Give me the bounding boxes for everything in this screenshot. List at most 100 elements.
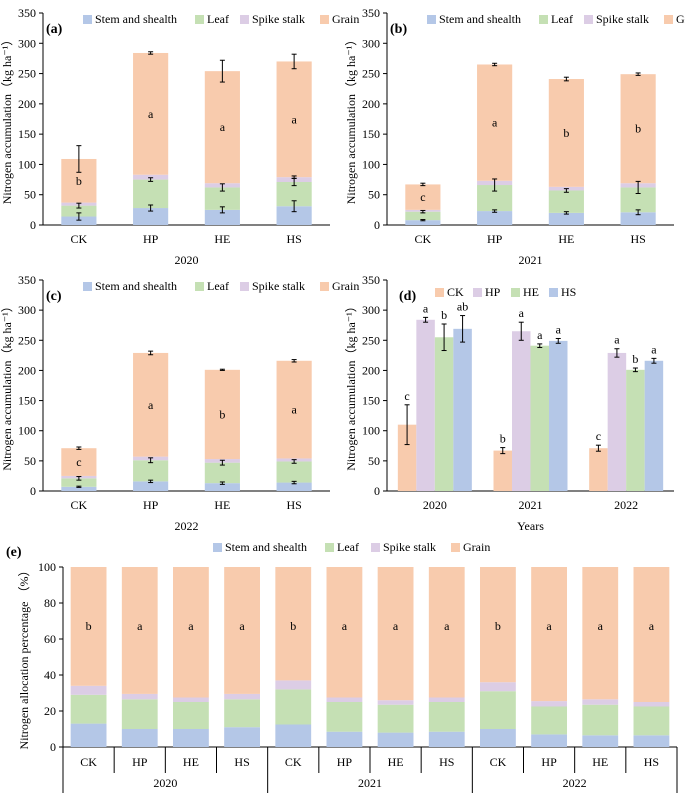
panel-e-legend-label: Stem and shealth [225,540,307,554]
panel-c-y-tick-label: 250 [18,333,36,347]
panel-e-bar-grain-7 [428,567,465,698]
panel-d-bar-HP-2022 [607,352,627,491]
panel-e-bar-spike-1 [121,693,158,700]
panel-e-x-tick-label: HE [183,755,199,769]
panel-b-bar-leaf-HE [548,190,584,213]
panel-e-x-tick-label: CK [80,755,97,769]
panel-a-bar-stem-CK [61,216,97,225]
panel-c-legend-label: Grain [332,279,359,293]
panel-e-y-tick-label: 100 [38,560,56,574]
panel-e-y-label: Nitrogen allocation percentage （%） [17,565,31,750]
panel-b-x-tick-label: HE [558,232,574,246]
panel-c-x-label: 2022 [175,519,199,533]
panel-e-y-tick-label: 80 [44,596,56,610]
panel-c-legend-label: Spike stalk [252,279,305,293]
panel-c-x-tick-label: HP [143,498,159,512]
panel-a-y-tick-label: 0 [30,218,36,232]
panel-e-bar-spike-5 [326,697,363,702]
panel-b-bar-stem-HS [620,212,656,225]
panel-c-bar-grain-HP [133,352,169,457]
panel-e-bar-stem-7 [428,731,465,747]
panel-e-x-tick-label: HE [388,755,404,769]
panel-b-legend-swatch [539,15,548,24]
panel-a-y-tick-label: 300 [18,36,36,50]
panel-e-bar-leaf-3 [224,699,260,728]
panel-e-panel-label: (e) [6,545,22,560]
panel-e-bar-stem-5 [326,731,363,747]
panel-a-chart: 0 50 100 150 200 250 300 350 b CK a HP a HE a HS 2020 Nit… [0,6,359,267]
panel-b-bar-stem-HE [548,212,584,225]
panel-d-bar-HE-2022 [626,369,645,491]
panel-e-y-tick-label: 60 [44,632,56,646]
panel-e-significance-letter: a [188,619,194,633]
panel-e-bar-spike-4 [275,680,312,690]
panel-b-y-tick-label: 300 [362,36,380,50]
panel-b-bar-stem-HP [477,211,513,225]
panel-a-legend-swatch [240,15,249,24]
panel-a-legend-swatch [83,15,92,24]
panel-d-bar-CK-2022 [589,448,608,491]
panel-a-y-tick-label: 200 [18,97,36,111]
panel-d-significance-letter: ab [457,300,468,314]
panel-e-x-tick-label: HS [234,755,249,769]
panel-b-bar-grain-HS [620,74,656,184]
panel-d-y-tick-label: 250 [362,333,380,347]
panel-a-legend-label: Leaf [207,12,229,26]
panel-b-legend-label: Stem and shealth [439,12,521,26]
panel-d-x-tick-label: 2021 [519,498,543,512]
panel-e-significance-letter: b [495,619,501,633]
panel-c-bar-stem-HE [204,483,240,491]
panel-b-y-label: Nitrogen accumulation（kg ha⁻¹） [344,34,358,205]
panel-e-significance-letter: b [290,619,296,633]
panel-c-y-tick-label: 0 [30,484,36,498]
panel-e-x-tick-label: HE [592,755,608,769]
panel-a-bar-leaf-HE [204,187,240,210]
panel-e-bar-leaf-2 [173,702,209,729]
panel-b-x-tick-label: CK [415,232,432,246]
panel-d-legend-label: HE [523,285,539,299]
panel-c-bar-leaf-HE [204,462,240,484]
panel-e-significance-letter: a [649,619,655,633]
panel-b-panel-label: (b) [390,22,407,37]
panel-e-bar-stem-6 [377,732,414,747]
panel-c-y-tick-label: 300 [18,303,36,317]
panel-d-bar-HP-2020 [416,319,435,491]
panel-b-legend-label: Grain [676,12,685,26]
panel-d-significance-letter: a [423,301,429,315]
panel-e-significance-letter: a [546,619,552,633]
panel-e-bar-leaf-4 [275,689,312,725]
panel-d-bar-HE-2020 [434,337,454,491]
panel-c-bar-leaf-CK [61,478,97,487]
panel-d-bar-CK-2020 [397,424,417,491]
panel-c-significance-letter: a [291,403,297,417]
panel-e-significance-letter: a [137,619,143,633]
panel-c-significance-letter: b [219,407,225,421]
panel-a-y-tick-label: 250 [18,67,36,81]
panel-a-x-tick-label: HP [143,232,159,246]
panel-e-bar-grain-5 [326,567,363,698]
panel-e-bar-spike-0 [70,685,107,695]
panel-a-bar-grain-HS [276,61,312,178]
panel-d-y-label: Nitrogen accumulation（kg ha⁻¹） [344,300,358,471]
panel-b-y-tick-label: 200 [362,97,380,111]
panel-d-significance-letter: a [537,328,543,342]
panel-e-x-tick-label: CK [490,755,507,769]
panel-c-bar-grain-HE [204,369,240,460]
panel-e-bar-grain-10 [582,567,619,700]
panel-b-x-label: 2021 [519,253,543,267]
panel-d-legend-label: HP [485,285,501,299]
panel-c-x-tick-label: CK [71,498,88,512]
panel-c-bar-grain-HS [276,360,312,459]
panel-b-bar-grain-CK [405,184,441,210]
panel-a-y-tick-label: 350 [18,6,36,20]
panel-d-legend-swatch [473,288,482,297]
panel-c-chart: 0 50 100 150 200 250 300 350 c CK a HP b HE a HS 2022 Nit… [0,273,359,533]
panel-e-legend-swatch [325,543,334,552]
panel-e-chart: 0 20 40 60 80 100 b CK a HP a HE a HS b CK a HP a HE a HS b CK a… [6,540,678,793]
panel-c-y-tick-label: 350 [18,273,36,287]
panel-e-legend-label: Leaf [337,540,359,554]
panel-d-significance-letter: b [441,308,447,322]
panel-c-y-label: Nitrogen accumulation（kg ha⁻¹） [0,300,14,471]
panel-a-y-label: Nitrogen accumulation（kg ha⁻¹） [0,34,14,205]
